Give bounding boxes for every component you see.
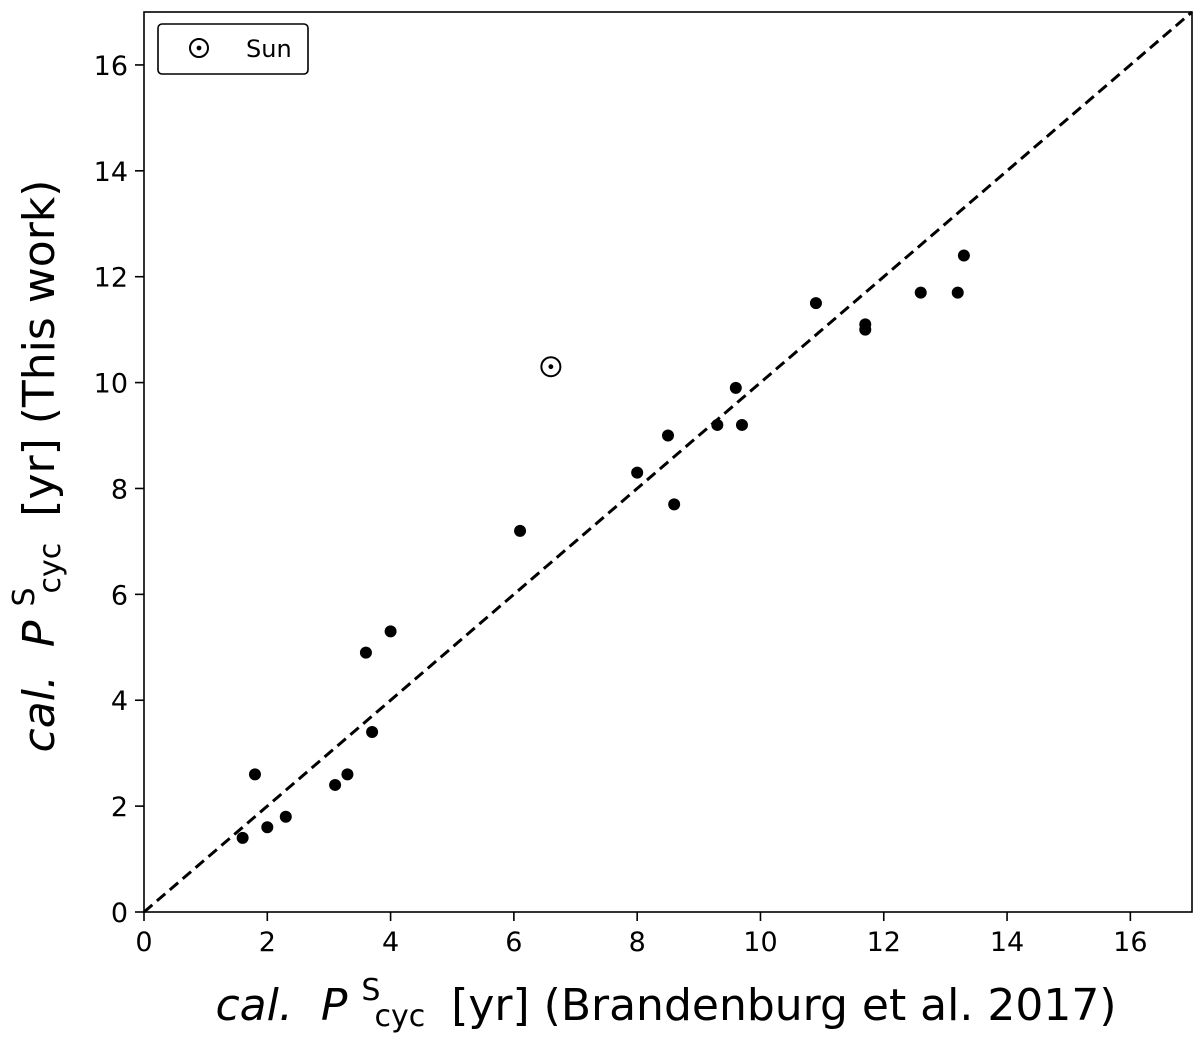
x-tick-label: 12 [867,927,901,958]
axis-ticks: 0 2 4 6 8 10 12 14 16 0 2 4 6 8 10 12 14 16 [94,51,1148,958]
data-point [809,297,822,310]
data-point [951,286,964,299]
data-point [236,831,249,844]
x-axis-label-superscript: S [361,973,380,1008]
x-axis-label-prefix: cal. [215,980,292,1031]
x-tick-label: 14 [990,927,1024,958]
x-tick-label: 6 [505,927,522,958]
y-tick-label: 4 [111,686,128,717]
one-to-one-reference-line [143,10,1193,914]
y-tick-label: 0 [111,898,128,929]
legend-sun-marker-dot [196,45,202,51]
data-point [711,418,724,431]
legend-box [157,23,309,75]
y-tick-label: 16 [94,51,128,82]
x-axis-label-symbol: P [321,980,348,1031]
sun-point-icon [540,356,562,378]
data-point [384,625,397,638]
sun-point-center [548,364,554,370]
data-point [279,810,292,823]
data-point [366,726,379,738]
data-point [729,381,742,394]
legend-sun-marker-icon [189,38,209,58]
data-point [261,821,274,834]
data-point [859,323,872,336]
data-point [668,498,681,511]
data-point [631,466,644,479]
data-point [329,778,342,791]
x-axis-label-suffix: [yr] (Brandenburg et al. 2017) [451,980,1116,1031]
data-point [514,524,527,537]
x-tick-label: 8 [629,927,646,958]
y-tick-label: 10 [94,369,128,400]
x-tick-label: 0 [135,927,152,958]
y-axis-label-prefix: cal. [14,675,65,752]
x-tick-label: 4 [382,927,399,958]
y-axis-label-symbol: P [14,620,65,647]
data-point [914,286,927,299]
plot-area [143,10,1193,914]
data-point [957,249,970,262]
y-tick-label: 14 [94,157,128,188]
data-point [341,768,354,781]
y-axis-label: cal. P S cyc [yr] (This work) [0,180,71,753]
legend-label-sun: Sun [246,35,292,63]
y-axis-label-suffix: [yr] (This work) [14,180,65,517]
legend: Sun [157,23,309,75]
y-tick-label: 8 [111,474,128,505]
data-point [735,418,748,431]
x-tick-label: 10 [743,927,777,958]
y-tick-label: 6 [111,580,128,611]
x-tick-label: 2 [259,927,276,958]
data-point [662,429,674,442]
data-point [359,646,372,659]
axes-frame [143,11,1193,913]
data-point [248,768,261,781]
y-axis-label-subscript: cyc [33,543,68,594]
x-axis-label: cal. P S cyc [yr] (Brandenburg et al. 20… [215,960,1116,1037]
y-tick-label: 12 [94,263,128,294]
y-axis-label-superscript: S [7,587,42,606]
x-tick-label: 16 [1113,927,1147,958]
y-tick-label: 2 [111,792,128,823]
x-axis-label-subscript: cyc [374,999,425,1034]
